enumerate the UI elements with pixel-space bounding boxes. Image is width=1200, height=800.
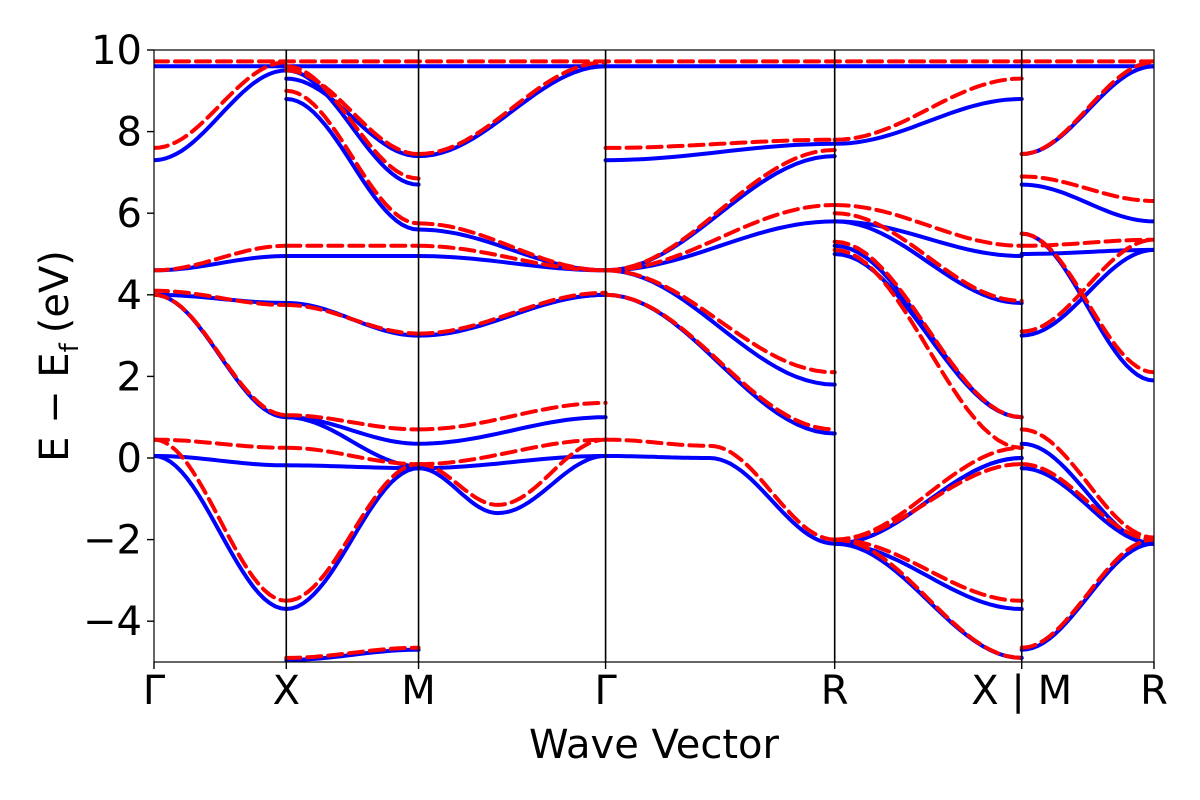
x-tick-label: X | M — [971, 668, 1072, 714]
band-line — [832, 203, 1024, 248]
y-axis-label-main: E − E — [32, 352, 78, 462]
band-line — [416, 290, 608, 336]
svg-text:E − Ef(eV): E − Ef (eV) — [32, 250, 85, 462]
band-line — [1019, 466, 1154, 546]
band-line — [603, 268, 837, 375]
band-line — [603, 219, 837, 273]
band-line — [284, 303, 421, 336]
y-axis-ticks: −4 −2 0 2 4 6 8 10 — [83, 28, 154, 645]
y-tick-label: 10 — [91, 28, 142, 74]
y-tick-label: 2 — [117, 354, 142, 400]
band-line — [416, 243, 608, 273]
band-line — [416, 221, 608, 273]
band-line — [603, 437, 837, 542]
band-line — [284, 413, 421, 432]
band-line — [416, 415, 608, 446]
high-symmetry-lines — [285, 50, 1023, 662]
band-line — [832, 462, 1024, 542]
band-line — [832, 76, 1024, 142]
y-axis-label-sub: f — [55, 342, 85, 352]
band-line — [832, 219, 1024, 305]
y-tick-label: 6 — [117, 191, 142, 237]
band-line — [284, 445, 421, 467]
band-line — [1019, 247, 1154, 256]
band-line — [284, 64, 421, 181]
x-axis-ticks: Γ X M Γ R X | M R — [143, 662, 1168, 714]
band-line — [1019, 182, 1154, 224]
band-line — [832, 456, 1024, 546]
band-line — [832, 537, 1024, 660]
band-line — [416, 400, 608, 432]
band-line — [832, 219, 1024, 258]
band-line — [154, 292, 289, 418]
band-line — [1019, 237, 1154, 334]
band-line — [154, 454, 289, 611]
band-line — [284, 645, 421, 660]
band-line — [1019, 427, 1154, 540]
band-line — [416, 437, 608, 467]
plot-frame — [153, 49, 1155, 663]
y-tick-label: −2 — [83, 518, 142, 564]
band-line — [154, 454, 289, 468]
band-line — [416, 454, 608, 471]
band-line — [1019, 174, 1154, 203]
x-tick-label: M — [401, 668, 436, 714]
band-line — [1019, 231, 1154, 375]
band-line — [154, 288, 289, 307]
x-tick-label: X — [273, 668, 300, 714]
series-dashed-red — [154, 59, 1154, 660]
band-line — [603, 137, 837, 150]
band-line — [1019, 462, 1154, 542]
x-tick-label: Γ — [594, 668, 617, 714]
band-line — [832, 537, 1024, 603]
band-line — [1019, 64, 1154, 156]
band-line — [154, 243, 289, 273]
band-line — [603, 454, 837, 546]
y-tick-label: 0 — [117, 436, 142, 482]
band-line — [284, 462, 421, 603]
y-axis-label: E − Ef (eV) — [32, 250, 85, 462]
band-line — [416, 64, 608, 159]
band-line — [1019, 247, 1154, 338]
band-line — [603, 154, 837, 273]
band-line — [832, 97, 1024, 146]
band-line — [603, 292, 837, 432]
band-line — [1019, 441, 1154, 546]
band-line — [284, 88, 421, 226]
y-tick-label: −4 — [83, 599, 142, 645]
band-line — [416, 454, 608, 516]
band-line — [284, 97, 421, 232]
band-line — [154, 437, 289, 603]
y-tick-label: 8 — [117, 110, 142, 156]
band-line — [603, 268, 837, 387]
band-line — [416, 437, 608, 507]
x-tick-label: Γ — [143, 668, 166, 714]
band-line — [284, 463, 421, 471]
band-line — [1019, 60, 1154, 156]
y-axis-label-unit: (eV) — [32, 250, 78, 333]
band-line — [284, 466, 421, 611]
band-line — [603, 141, 837, 163]
band-line — [154, 437, 289, 450]
band-line — [1019, 537, 1154, 650]
y-tick-label: 4 — [117, 273, 142, 319]
x-tick-label: R — [1140, 668, 1168, 714]
band-line — [416, 60, 608, 156]
band-line — [154, 68, 289, 163]
band-lines — [154, 59, 1154, 662]
band-line — [603, 203, 837, 273]
band-line — [603, 148, 837, 273]
x-axis-label: Wave Vector — [529, 722, 780, 768]
band-line — [832, 252, 1024, 420]
band-line — [832, 211, 1024, 303]
band-line — [832, 247, 1024, 450]
band-line — [832, 239, 1024, 420]
x-tick-label: R — [821, 668, 849, 714]
band-line — [284, 76, 421, 159]
band-line — [154, 60, 289, 150]
series-solid-blue — [154, 64, 1154, 662]
